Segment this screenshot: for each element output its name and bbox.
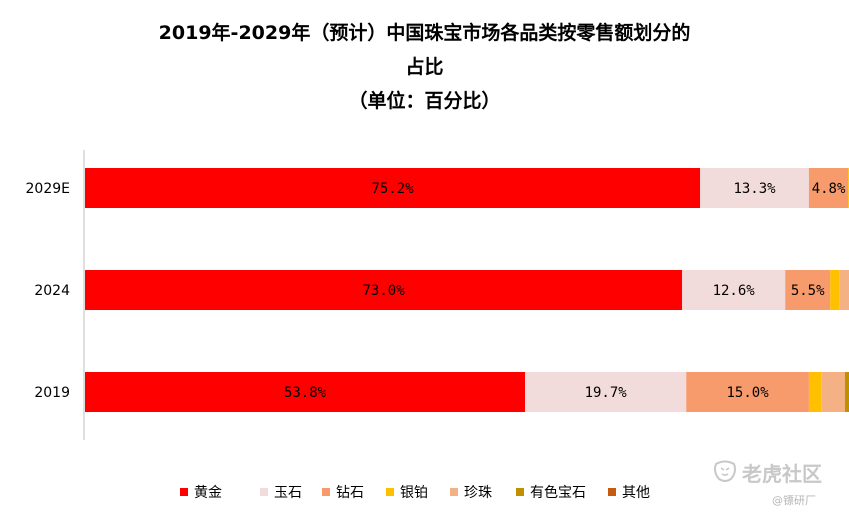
data-label-2024-玉石: 12.6% xyxy=(713,283,756,299)
bar-segment-2029E-黄金 xyxy=(85,168,701,208)
data-label-2019-钻石: 15.0% xyxy=(727,385,770,401)
data-label-2019-黄金: 53.8% xyxy=(284,385,327,401)
legend-swatch xyxy=(450,488,458,496)
bar-segment-2024-珍珠 xyxy=(839,270,849,310)
data-label-2024-钻石: 5.5% xyxy=(791,283,825,299)
bar-segment-2019-银铂 xyxy=(808,372,822,412)
bar-segment-2024-玉石 xyxy=(682,270,786,310)
plot-area: 2029E 75.2% 13.3% 4.8% 2024 73.0% 12.6% 5.5% 201… xyxy=(26,150,849,440)
legend-item-钻石: 钻石 xyxy=(322,482,364,502)
legend-item-珍珠: 珍珠 xyxy=(450,482,492,502)
legend-item-黄金: 黄金 xyxy=(180,482,222,502)
legend-label: 银铂 xyxy=(400,485,428,501)
legend-swatch xyxy=(608,488,616,496)
legend-item-有色宝石: 有色宝石 xyxy=(516,482,586,502)
bar-segment-2024-黄金 xyxy=(85,270,683,310)
legend: 黄金 玉石 钻石 银铂 珍珠 有色宝石 其他 xyxy=(180,482,700,502)
legend-label: 有色宝石 xyxy=(530,485,586,501)
bar-segment-2029E-钻石 xyxy=(808,168,849,208)
bar-segment-2024-银铂 xyxy=(830,270,840,310)
legend-item-其他: 其他 xyxy=(608,482,650,502)
legend-label: 珍珠 xyxy=(464,485,492,501)
legend-label: 黄金 xyxy=(194,485,222,501)
watermark-author: @镖研厂 xyxy=(772,494,816,507)
bar-segment-2019-钻石 xyxy=(686,372,809,412)
legend-swatch xyxy=(180,488,188,496)
legend-swatch xyxy=(322,488,330,496)
bar-segment-2029E-玉石 xyxy=(700,168,809,208)
legend-label: 其他 xyxy=(622,485,650,501)
watermark-brand: 老虎社区 xyxy=(742,462,822,486)
legend-swatch xyxy=(516,488,524,496)
legend-swatch xyxy=(260,488,268,496)
legend-item-玉石: 玉石 xyxy=(260,482,302,502)
chart-title-line2: 占比 xyxy=(405,56,444,78)
bar-segment-2019-玉石 xyxy=(525,372,687,412)
bar-segment-2019-有色宝石 xyxy=(844,372,849,412)
category-label-2024: 2024 xyxy=(34,283,70,299)
data-label-2029E-钻石: 4.8% xyxy=(812,181,846,197)
legend-item-银铂: 银铂 xyxy=(386,482,428,502)
data-label-2019-玉石: 19.7% xyxy=(585,385,628,401)
data-label-2029E-黄金: 75.2% xyxy=(371,181,414,197)
legend-label: 钻石 xyxy=(336,485,364,501)
bar-segment-2019-珍珠 xyxy=(821,372,845,412)
category-label-2019: 2019 xyxy=(34,385,70,401)
bar-segment-2019-黄金 xyxy=(85,372,526,412)
chart-title-line1: 2019年-2029年（预计）中国珠宝市场各品类按零售额划分的 xyxy=(158,22,691,44)
bar-segment-2024-钻石 xyxy=(785,270,831,310)
tiger-logo-icon xyxy=(714,460,736,482)
legend-label: 玉石 xyxy=(274,485,302,501)
data-label-2029E-玉石: 13.3% xyxy=(733,181,776,197)
category-label-2029E: 2029E xyxy=(26,181,70,197)
data-label-2024-黄金: 73.0% xyxy=(362,283,405,299)
chart-subtitle-unit: （单位：百分比） xyxy=(348,90,501,112)
legend-swatch xyxy=(386,488,394,496)
